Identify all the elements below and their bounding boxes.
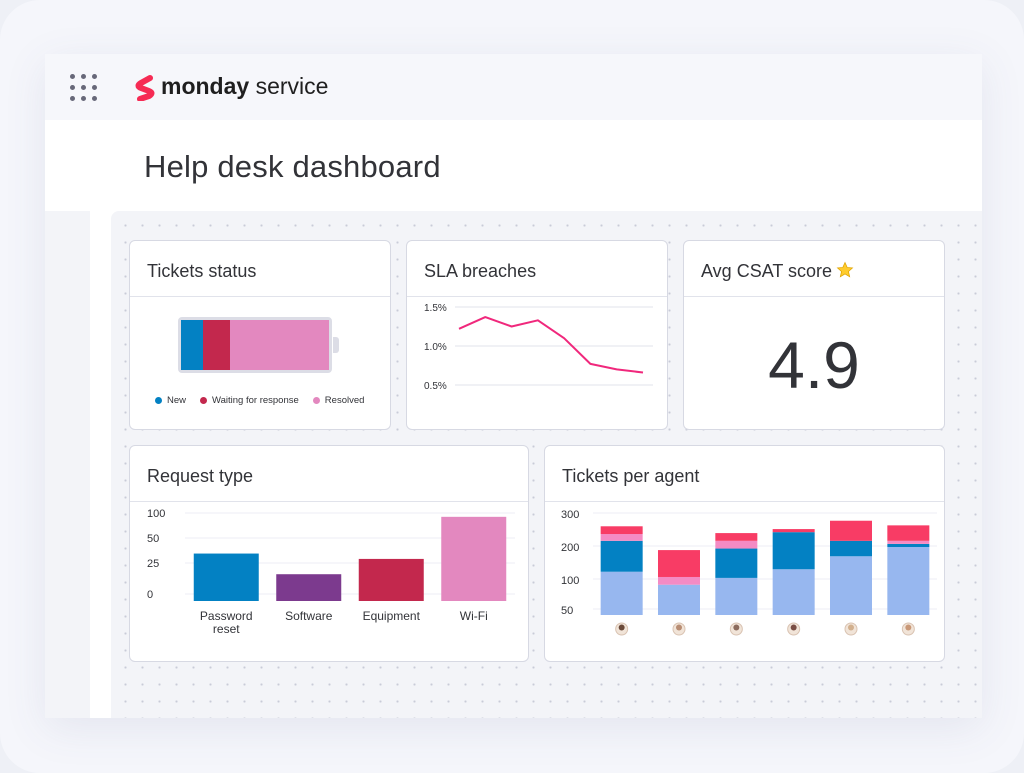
card-divider xyxy=(130,296,390,297)
agent-avatar-face xyxy=(790,624,797,631)
y-tick-label: 50 xyxy=(147,533,159,545)
y-tick-label: 1.0% xyxy=(424,342,447,353)
left-sidebar xyxy=(45,211,97,718)
battery-segment xyxy=(203,320,230,370)
csat-score-value: 4.9 xyxy=(768,328,860,402)
legend-item: Resolved xyxy=(312,395,365,406)
legend-label: Resolved xyxy=(324,395,365,406)
y-tick-label: 0 xyxy=(147,589,153,601)
card-title: SLA breaches xyxy=(424,261,537,281)
page-title: Help desk dashboard xyxy=(144,149,441,184)
agent-avatar-face xyxy=(905,624,912,631)
star-icon xyxy=(836,261,854,278)
sidebar-edge xyxy=(90,211,97,718)
tickets-status-card[interactable]: Tickets status New Waiting for response Re… xyxy=(129,240,391,430)
legend-dot xyxy=(200,397,208,404)
tickets-status-legend: New Waiting for response Resolved xyxy=(155,395,364,406)
agent-bar-segment xyxy=(600,534,643,541)
card-title: Tickets status xyxy=(147,261,257,281)
y-tick-label: 1.5% xyxy=(424,303,447,314)
battery-tip xyxy=(333,337,339,353)
agent-bar-segment xyxy=(887,547,930,615)
x-tick-label: reset xyxy=(213,622,240,636)
agent-avatar-face xyxy=(618,624,625,631)
request-bar xyxy=(193,553,259,601)
x-tick-label: Equipment xyxy=(363,609,421,623)
agent-bar-segment xyxy=(772,532,815,570)
request-bar xyxy=(276,574,342,601)
sla-line-chart: 1.5% 1.0% 0.5% xyxy=(424,303,653,392)
brand-name: monday service xyxy=(161,72,328,100)
legend-item: Waiting for response xyxy=(200,395,299,406)
card-divider xyxy=(407,296,667,297)
agent-bar-segment xyxy=(715,533,758,541)
agent-bar-segment xyxy=(600,571,643,615)
app-window: monday service Help desk dashboard Ticke… xyxy=(45,54,982,718)
x-tick-label: Password xyxy=(200,609,253,623)
agent-bar-segment xyxy=(715,540,758,549)
card-divider xyxy=(130,501,528,502)
card-title: Tickets per agent xyxy=(562,466,700,486)
agent-bar-segment xyxy=(715,548,758,578)
agent-bar-segment xyxy=(658,584,700,615)
legend-label: New xyxy=(167,395,187,406)
sla-breaches-card[interactable]: SLA breaches 1.5% 1.0% 0.5% xyxy=(406,240,668,430)
agent-bar-segment xyxy=(887,540,930,544)
brand-name-light: service xyxy=(255,73,329,99)
apps-grid-icon[interactable] xyxy=(70,74,98,102)
battery-segment xyxy=(181,320,204,370)
agent-bar-segment xyxy=(887,543,930,547)
top-bar: monday service xyxy=(45,54,982,120)
agent-bar-segment xyxy=(658,576,700,585)
request-bar xyxy=(441,516,507,601)
agent-bar-segment xyxy=(600,540,643,572)
card-divider xyxy=(684,296,944,297)
agent-avatar-face xyxy=(848,624,854,631)
agent-bar-segment xyxy=(887,525,930,541)
avg-csat-card[interactable]: Avg CSAT score 4.9 xyxy=(683,240,945,430)
agent-bar-segment xyxy=(830,520,872,541)
y-tick-label: 100 xyxy=(561,575,579,587)
request-type-card[interactable]: Request type 100 50 25 0 Password reset Softwa… xyxy=(129,445,529,662)
card-title: Request type xyxy=(147,466,254,486)
y-tick-label: 25 xyxy=(147,558,159,570)
agent-avatar-face xyxy=(676,624,682,631)
agent-avatar-face xyxy=(733,624,740,631)
agent-bar-segment xyxy=(772,569,815,615)
agent-bar-segment xyxy=(715,577,758,615)
x-tick-label: Wi-Fi xyxy=(460,609,488,623)
request-bar xyxy=(358,558,424,601)
x-tick-label: Software xyxy=(285,609,333,623)
agent-bar-segment xyxy=(600,526,643,535)
legend-item: New xyxy=(155,395,186,406)
y-tick-label: 0.5% xyxy=(424,381,447,392)
y-tick-label: 50 xyxy=(561,605,573,617)
csat-title-text: Avg CSAT score xyxy=(701,261,833,281)
tickets-per-agent-card[interactable]: Tickets per agent 300 200 100 50 xyxy=(544,445,945,662)
agent-bar-segment xyxy=(830,556,872,615)
dashboard-canvas: Tickets status New Waiting for response Re… xyxy=(111,211,982,718)
brand-name-bold: monday xyxy=(161,73,250,99)
agent-bar-segment xyxy=(658,550,700,577)
card-divider xyxy=(545,501,944,502)
tickets-per-agent-chart: 300 200 100 50 xyxy=(561,509,937,636)
battery-segment xyxy=(229,320,329,370)
y-tick-label: 200 xyxy=(561,542,579,554)
y-tick-label: 300 xyxy=(561,509,579,521)
agent-bar-segment xyxy=(772,529,815,533)
tickets-status-battery xyxy=(178,317,332,373)
card-title: Avg CSAT score xyxy=(701,261,854,282)
legend-dot xyxy=(155,397,162,404)
monday-logo-icon xyxy=(135,75,155,101)
legend-label: Waiting for response xyxy=(212,395,299,406)
sla-series-line xyxy=(458,316,644,374)
agent-bar-segment xyxy=(830,540,872,557)
y-tick-label: 100 xyxy=(147,508,165,520)
legend-dot xyxy=(312,397,320,404)
